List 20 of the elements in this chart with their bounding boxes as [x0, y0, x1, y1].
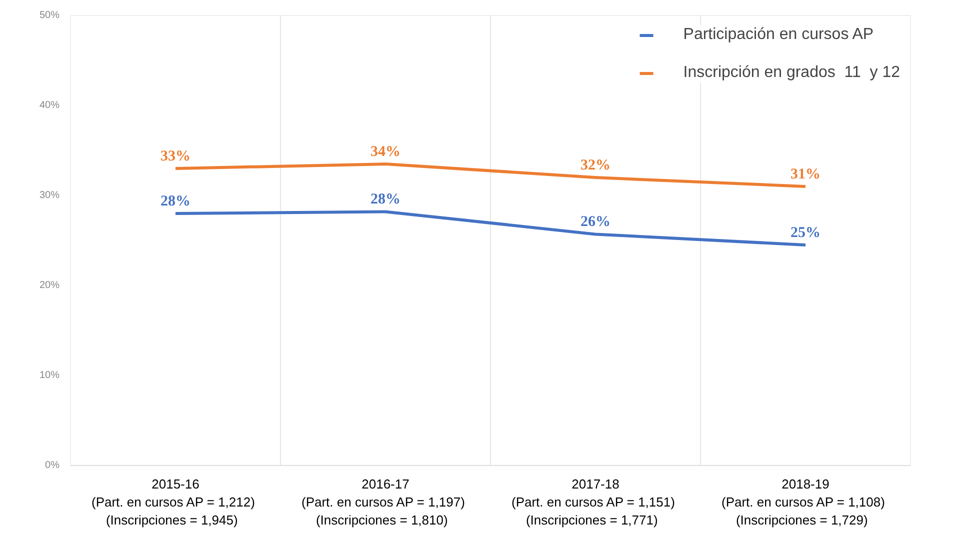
- y-tick-label: 10%: [39, 370, 60, 381]
- y-tick-label: 50%: [39, 10, 60, 21]
- data-label: 33%: [160, 148, 190, 164]
- data-label: 32%: [580, 158, 610, 174]
- y-tick-label: 20%: [39, 280, 60, 291]
- x-tick-label: 2016-17 (Part. en cursos AP = 1,197) (Inscripciones = 1,810): [302, 476, 465, 528]
- data-label: 34%: [370, 144, 400, 160]
- data-label: 28%: [370, 192, 400, 208]
- x-tick-label: 2017-18 (Part. en cursos AP = 1,151) (Inscripciones = 1,771): [512, 476, 675, 528]
- y-tick-label: 40%: [39, 100, 60, 111]
- y-tick-label: 30%: [39, 190, 60, 201]
- legend-label: Inscripción en grados 11 y 12: [683, 64, 900, 82]
- data-label: 25%: [790, 225, 820, 241]
- data-label: 31%: [790, 166, 820, 182]
- y-tick-label: 0%: [45, 460, 60, 471]
- data-label: 28%: [160, 194, 190, 210]
- x-tick-label: 2015-16 (Part. en cursos AP = 1,212) (Inscripciones = 1,945): [92, 476, 255, 528]
- x-tick-label: 2018-19 (Part. en cursos AP = 1,108) (Inscripciones = 1,729): [722, 476, 885, 528]
- data-label: 26%: [580, 214, 610, 230]
- legend-label: Participación en cursos AP: [683, 26, 874, 44]
